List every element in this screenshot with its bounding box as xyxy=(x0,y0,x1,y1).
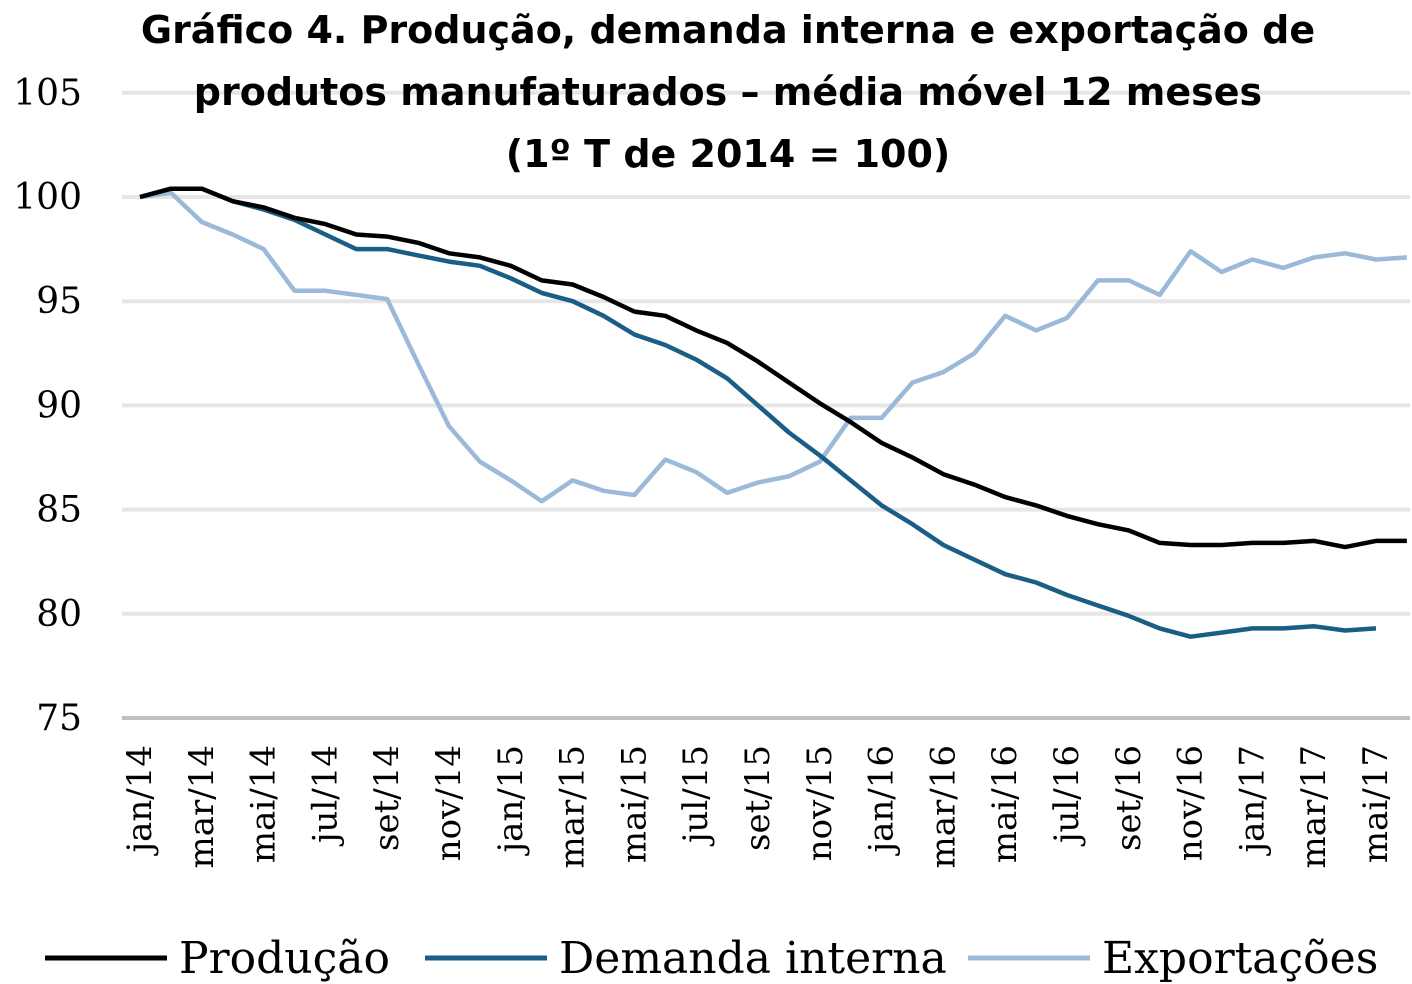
y-tick-label: 85 xyxy=(36,490,82,531)
legend-label: Exportações xyxy=(1102,933,1378,984)
x-tick-label: nov/14 xyxy=(429,745,469,861)
x-tick-label: mai/14 xyxy=(244,745,284,863)
line-series xyxy=(139,186,1377,639)
y-tick-label: 95 xyxy=(36,281,82,322)
y-tick-label: 105 xyxy=(13,73,82,114)
x-tick-label: mai/16 xyxy=(985,745,1025,863)
x-tick-label: jul/14 xyxy=(305,745,345,847)
x-tick-label: jan/15 xyxy=(491,745,531,856)
x-tick-label: mar/14 xyxy=(182,745,222,868)
legend-label: Produção xyxy=(179,933,390,984)
chart-title: Gráfico 4. Produção, demanda interna e e… xyxy=(141,8,1315,52)
x-tick-label: jul/15 xyxy=(676,745,716,847)
x-tick-label: nov/16 xyxy=(1171,745,1211,861)
line-series xyxy=(139,190,1408,504)
x-tick-label: mar/16 xyxy=(923,745,963,868)
x-tick-label: set/14 xyxy=(367,745,407,851)
x-tick-label: mai/15 xyxy=(614,745,654,863)
chart-title: (1º T de 2014 = 100) xyxy=(506,132,951,176)
y-tick-label: 80 xyxy=(36,594,82,635)
x-tick-label: set/16 xyxy=(1109,745,1149,851)
y-tick-label: 75 xyxy=(36,698,82,739)
legend-label: Demanda interna xyxy=(559,933,947,984)
x-tick-label: jan/16 xyxy=(862,745,902,856)
line-series xyxy=(139,186,1407,550)
x-tick-label: jan/17 xyxy=(1232,745,1272,856)
x-tick-label: mar/15 xyxy=(553,745,593,868)
x-tick-label: jan/14 xyxy=(120,745,160,856)
y-tick-label: 90 xyxy=(36,385,82,426)
y-tick-label: 100 xyxy=(13,177,82,218)
x-tick-label: nov/15 xyxy=(800,745,840,861)
x-tick-label: jul/16 xyxy=(1047,745,1087,847)
chart-title: produtos manufaturados – média móvel 12 … xyxy=(194,70,1262,114)
x-tick-label: mar/17 xyxy=(1294,745,1334,868)
x-tick-label: mai/17 xyxy=(1356,745,1396,863)
x-tick-label: set/15 xyxy=(738,745,778,851)
